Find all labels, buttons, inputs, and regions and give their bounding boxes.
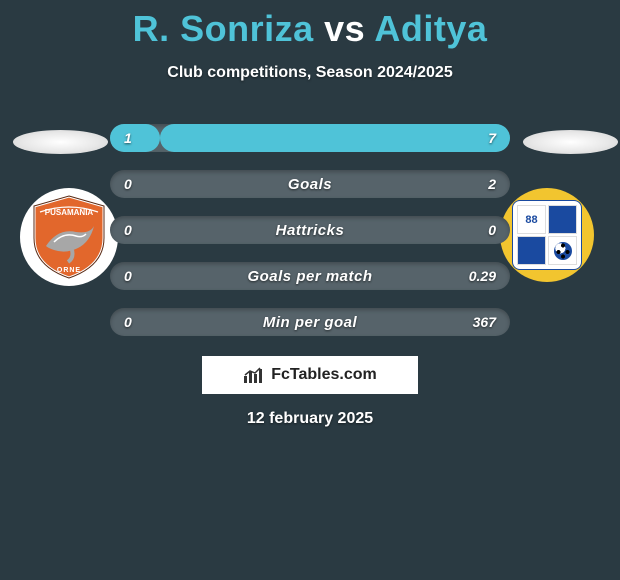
- stat-label: Min per goal: [263, 314, 357, 331]
- stat-right-value: 0: [488, 222, 496, 238]
- svg-text:ORNE: ORNE: [57, 267, 81, 274]
- stat-left-value: 1: [124, 130, 132, 146]
- platform-left: [13, 130, 108, 154]
- bar-fill-right: [160, 124, 510, 152]
- chart-icon: [243, 366, 265, 384]
- stat-left-value: 0: [124, 314, 132, 330]
- stat-left-value: 0: [124, 222, 132, 238]
- stat-right-value: 0.29: [469, 268, 496, 284]
- brand-text: FcTables.com: [271, 366, 377, 384]
- stat-right-value: 367: [473, 314, 496, 330]
- stat-label: Hattricks: [276, 222, 345, 239]
- stat-row: 1 Matches 7: [110, 124, 510, 152]
- stat-row: 0 Goals per match 0.29: [110, 262, 510, 290]
- stat-row: 0 Goals 2: [110, 170, 510, 198]
- stat-left-value: 0: [124, 268, 132, 284]
- date-label: 12 february 2025: [0, 410, 620, 428]
- bar-fill-left: [110, 124, 160, 152]
- stat-right-value: 2: [488, 176, 496, 192]
- stats-bars: 1 Matches 7 0 Goals 2 0 Hattricks 0 0 Go…: [110, 124, 510, 354]
- brand-badge: FcTables.com: [202, 356, 418, 394]
- player1-name: R. Sonriza: [133, 8, 314, 49]
- subtitle: Club competitions, Season 2024/2025: [0, 64, 620, 82]
- stat-left-value: 0: [124, 176, 132, 192]
- soccer-ball-icon: [554, 242, 572, 260]
- badge-number: 88: [517, 205, 546, 234]
- svg-text:PUSAMANIA: PUSAMANIA: [45, 208, 94, 217]
- shield-icon: PUSAMANIA ORNE: [24, 192, 114, 282]
- stat-row: 0 Min per goal 367: [110, 308, 510, 336]
- vs-label: vs: [324, 8, 365, 49]
- team-logo-right: 88: [500, 188, 598, 286]
- page-title: R. Sonriza vs Aditya: [0, 0, 620, 50]
- circle-badge-icon: 88: [500, 188, 594, 282]
- stat-label: Goals per match: [247, 268, 372, 285]
- stat-right-value: 7: [488, 130, 496, 146]
- player2-name: Aditya: [374, 8, 487, 49]
- team-logo-left: PUSAMANIA ORNE: [20, 188, 118, 286]
- platform-right: [523, 130, 618, 154]
- stat-label: Goals: [288, 176, 332, 193]
- stat-row: 0 Hattricks 0: [110, 216, 510, 244]
